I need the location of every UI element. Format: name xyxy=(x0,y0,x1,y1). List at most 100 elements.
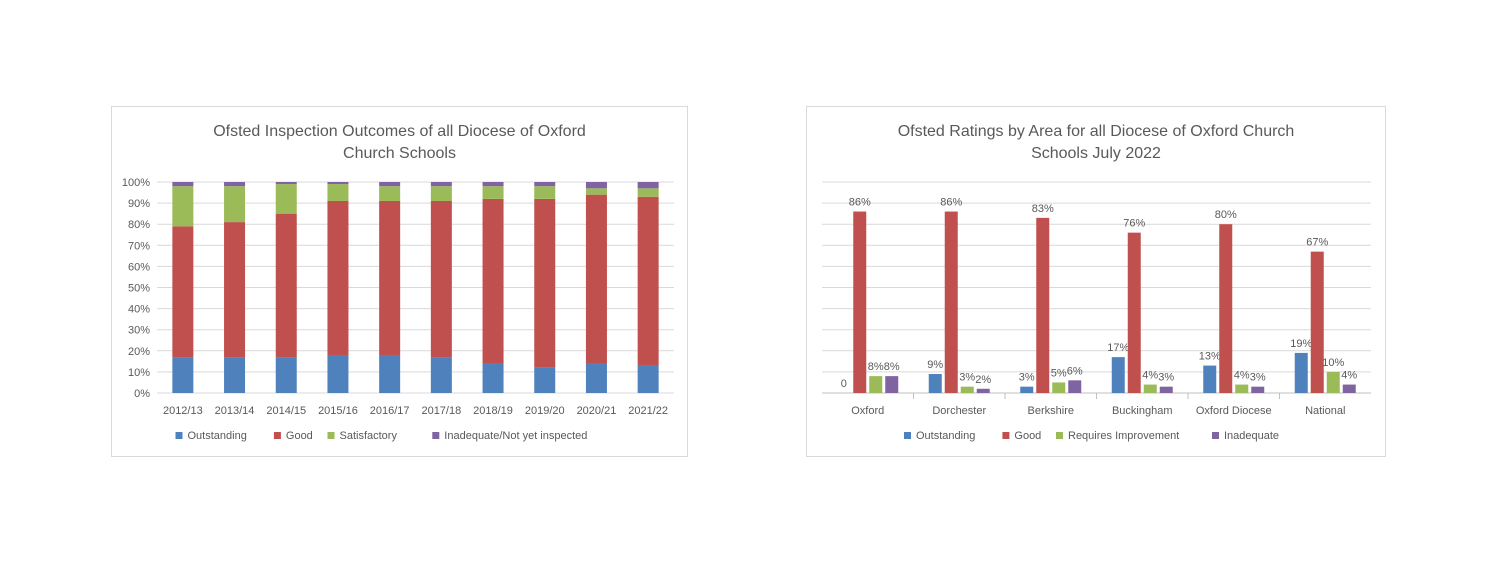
y-tick-label: 80% xyxy=(128,219,150,231)
y-tick-label: 30% xyxy=(128,325,150,337)
bar-segment xyxy=(172,226,194,358)
legend-swatch xyxy=(175,432,183,439)
data-label: 3% xyxy=(1250,372,1266,384)
x-tick-label: Dorchester xyxy=(932,405,986,417)
bar xyxy=(976,388,990,393)
y-tick-label: 70% xyxy=(128,240,150,252)
data-label: 76% xyxy=(1123,218,1145,230)
legend-swatch xyxy=(327,432,335,439)
data-label: 4% xyxy=(1142,370,1158,382)
bar-segment xyxy=(637,196,659,366)
legend-swatch xyxy=(1212,432,1219,439)
y-tick-label: 0% xyxy=(134,388,150,400)
y-tick-label: 50% xyxy=(128,283,150,295)
bar-segment xyxy=(224,182,246,187)
legend-label: Good xyxy=(286,430,313,442)
legend-swatch xyxy=(1002,432,1010,439)
bar-segment xyxy=(379,186,401,201)
bar-segment xyxy=(585,194,607,364)
y-tick-label: 90% xyxy=(128,198,150,210)
bar-segment xyxy=(430,182,452,187)
chart-title: Ofsted Inspection Outcomes of all Dioces… xyxy=(112,121,687,165)
x-tick-label: 2017/18 xyxy=(421,405,461,417)
data-label: 13% xyxy=(1199,351,1221,363)
bar-segment xyxy=(275,182,297,185)
y-tick-label: 40% xyxy=(128,304,150,316)
bar-segment xyxy=(224,222,246,358)
data-label: 10% xyxy=(1322,357,1344,369)
bar-segment xyxy=(275,357,297,393)
data-label: 86% xyxy=(940,197,962,209)
x-tick-label: 2019/20 xyxy=(525,405,565,417)
bar-segment xyxy=(172,357,194,393)
bar-segment xyxy=(327,184,349,201)
data-label: 0 xyxy=(841,378,847,390)
bar xyxy=(1342,384,1356,393)
x-tick-label: 2018/19 xyxy=(473,405,513,417)
data-label: 2% xyxy=(975,374,991,386)
data-label: 3% xyxy=(1158,372,1174,384)
chart-title-line: Ofsted Inspection Outcomes of all Dioces… xyxy=(213,123,586,140)
bar xyxy=(853,211,867,393)
x-tick-label: 2012/13 xyxy=(163,405,203,417)
x-tick-label: 2016/17 xyxy=(370,405,410,417)
legend-swatch xyxy=(273,432,281,439)
data-label: 67% xyxy=(1306,237,1328,249)
bar-segment xyxy=(585,188,607,195)
bar xyxy=(1020,386,1034,393)
legend-swatch xyxy=(1056,432,1063,439)
legend-label: Good xyxy=(1014,430,1041,442)
chart-title: Ofsted Ratings by Area for all Diocese o… xyxy=(807,121,1385,165)
bar-segment xyxy=(482,198,504,364)
legend-label: Outstanding xyxy=(916,430,975,442)
bar-segment xyxy=(379,182,401,187)
bar-segment xyxy=(327,355,349,393)
bar xyxy=(928,374,942,393)
bar-segment xyxy=(172,186,194,227)
data-label: 8% xyxy=(884,361,900,373)
bar-segment xyxy=(275,213,297,358)
bar-segment xyxy=(430,357,452,393)
bar xyxy=(1068,380,1082,393)
x-tick-label: National xyxy=(1305,405,1345,417)
bar-segment xyxy=(482,363,504,393)
bar-segment xyxy=(637,188,659,197)
data-label: 86% xyxy=(849,197,871,209)
bar-segment xyxy=(172,182,194,187)
bar xyxy=(1036,217,1050,393)
data-label: 3% xyxy=(959,372,975,384)
data-label: 80% xyxy=(1215,209,1237,221)
data-label: 9% xyxy=(927,359,943,371)
bar-segment xyxy=(637,182,659,189)
bar-segment xyxy=(379,200,401,356)
bar-segment xyxy=(224,357,246,393)
bar xyxy=(885,376,899,393)
bar xyxy=(1326,371,1340,393)
bar-segment xyxy=(275,184,297,214)
bar xyxy=(1127,232,1141,393)
data-label: 8% xyxy=(868,361,884,373)
bar-segment xyxy=(585,363,607,393)
bar xyxy=(944,211,958,393)
data-label: 83% xyxy=(1032,203,1054,215)
bar-segment xyxy=(585,182,607,189)
x-tick-label: Berkshire xyxy=(1028,405,1074,417)
bar-segment xyxy=(379,355,401,393)
data-label: 5% xyxy=(1051,367,1067,379)
legend-label: Inadequate/Not yet inspected xyxy=(444,430,587,442)
bar-segment xyxy=(224,186,246,223)
bar xyxy=(1203,365,1217,393)
data-label: 6% xyxy=(1067,365,1083,377)
y-tick-label: 20% xyxy=(128,346,150,358)
bar xyxy=(1235,384,1249,393)
legend-label: Satisfactory xyxy=(340,430,398,442)
x-tick-label: 2015/16 xyxy=(318,405,358,417)
bar xyxy=(960,386,974,393)
x-tick-label: Oxford xyxy=(851,405,884,417)
bar xyxy=(1143,384,1157,393)
bar-segment xyxy=(534,367,556,393)
bar xyxy=(1294,352,1308,393)
stacked-bar-chart: 0% 10% 20% 30% 40% 50% 60% 70% 80% 90% 100% 2012/13… xyxy=(122,177,674,442)
data-label: 4% xyxy=(1341,370,1357,382)
